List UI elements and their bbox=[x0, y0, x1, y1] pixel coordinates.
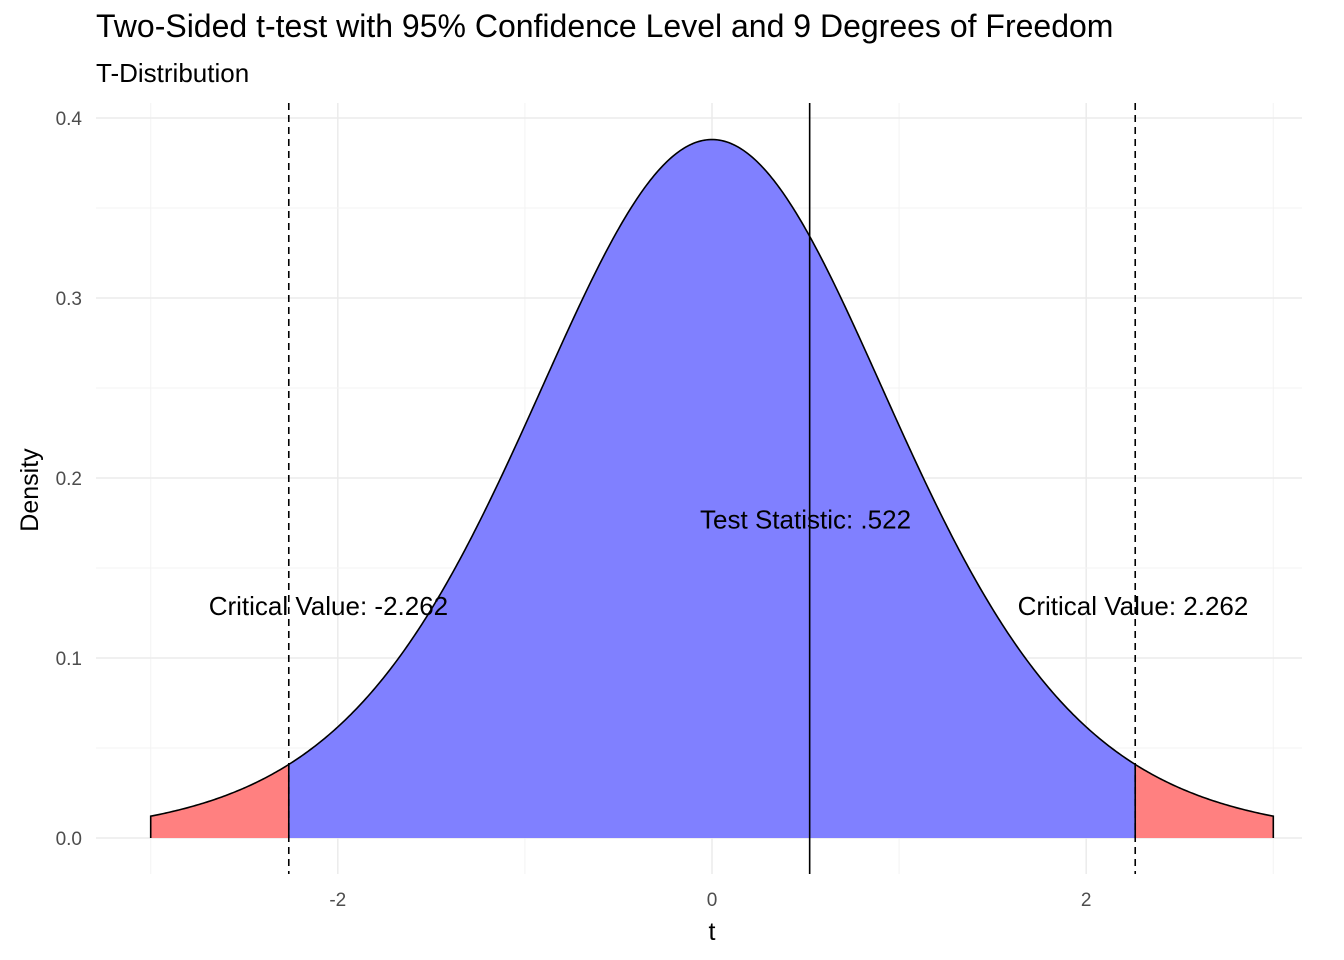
y-axis-label: Density bbox=[16, 448, 44, 532]
x-tick-label: 0 bbox=[707, 890, 718, 911]
annotations: Critical Value: -2.262 Test Statistic: .5… bbox=[209, 504, 1249, 620]
density-areas bbox=[149, 138, 1275, 839]
y-tick-label: 0.4 bbox=[56, 109, 83, 130]
rejection-region bbox=[1135, 764, 1274, 838]
annotation-label: Critical Value: -2.262 bbox=[209, 591, 448, 621]
density-curve bbox=[149, 138, 1275, 838]
y-tick-label: 0.2 bbox=[56, 469, 82, 490]
acceptance-region bbox=[288, 139, 1136, 839]
y-tick-label: 0.3 bbox=[56, 289, 82, 310]
annotation-label: Test Statistic: .522 bbox=[700, 504, 911, 534]
y-tick-label: 0.0 bbox=[56, 829, 82, 850]
x-tick-label: -2 bbox=[329, 890, 346, 911]
reference-lines bbox=[287, 103, 1137, 874]
x-tick-label: 2 bbox=[1081, 890, 1092, 911]
chart-title: Two-Sided t-test with 95% Confidence Lev… bbox=[96, 8, 1114, 44]
annotation-label: Critical Value: 2.262 bbox=[1018, 591, 1249, 621]
y-tick-label: 0.1 bbox=[56, 649, 82, 670]
axes: -2 0 2 0.0 0.1 0.2 0.3 0.4 t Density bbox=[16, 109, 1091, 946]
rejection-region bbox=[150, 764, 289, 838]
chart-subtitle: T-Distribution bbox=[96, 58, 250, 88]
x-axis-label: t bbox=[709, 918, 716, 946]
